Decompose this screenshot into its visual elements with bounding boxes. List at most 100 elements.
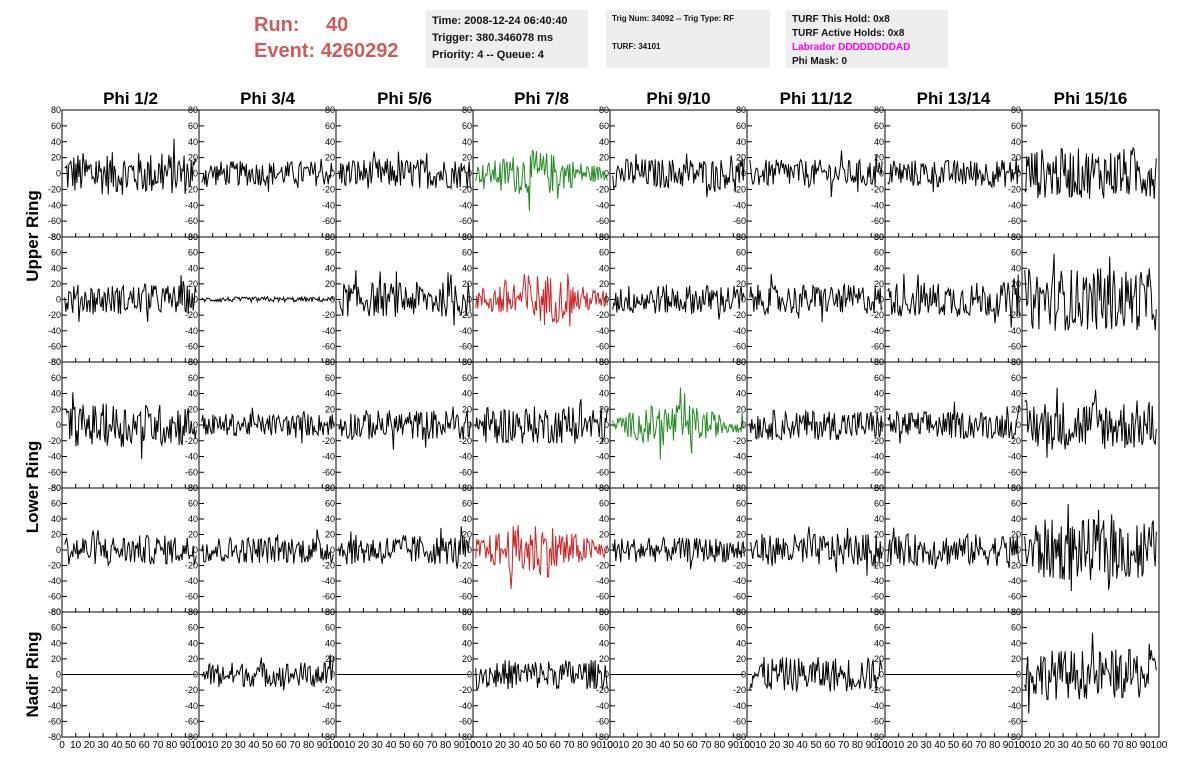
y-tick-label: 40 — [736, 137, 746, 147]
x-tick-label: 10 — [618, 740, 630, 751]
time-line: Time: 2008-12-24 06:40:40 — [432, 15, 568, 27]
x-tick-label: 10 — [344, 740, 356, 751]
y-tick-label: 20 — [736, 404, 746, 414]
y-tick-label: 60 — [1011, 373, 1021, 383]
waveform-trace — [201, 158, 334, 192]
waveform-trace — [475, 149, 608, 212]
y-tick-label: -40 — [185, 576, 198, 586]
x-tick-label: 80 — [714, 740, 726, 751]
y-tick-label: 0 — [741, 169, 746, 179]
y-tick-label: 60 — [736, 373, 746, 383]
x-tick-label: 80 — [166, 740, 178, 751]
y-tick-label: -20 — [322, 184, 335, 194]
y-tick-label: 40 — [599, 638, 609, 648]
waveform-trace — [749, 409, 883, 441]
x-tick-label: 90 — [454, 740, 466, 751]
waveform-trace — [887, 401, 1020, 444]
y-tick-label: 0 — [193, 545, 198, 555]
y-tick-label: 0 — [56, 670, 61, 680]
y-tick-label: 40 — [599, 263, 609, 273]
x-tick-label: 40 — [934, 740, 946, 751]
x-tick-label: 100 — [1014, 740, 1031, 751]
y-tick-label: 80 — [736, 105, 746, 115]
y-tick-label: 0 — [1016, 169, 1021, 179]
x-tick-label: 70 — [426, 740, 438, 751]
y-tick-label: -40 — [322, 200, 335, 210]
y-tick-label: -80 — [185, 732, 198, 742]
waveform-trace — [1024, 146, 1157, 199]
y-tick-label: -40 — [459, 452, 472, 462]
y-tick-label: 80 — [599, 483, 609, 493]
panel-frame — [1021, 236, 1160, 363]
turf-active-line: TURF Active Holds: 0x8 — [792, 28, 905, 39]
y-tick-label: 20 — [462, 530, 472, 540]
waveform-trace — [612, 284, 745, 320]
y-tick-label: -40 — [1008, 576, 1021, 586]
x-tick-label: 0 — [59, 740, 65, 751]
column-title: Phi 9/10 — [646, 89, 710, 108]
y-tick-label: 40 — [736, 514, 746, 524]
y-tick-label: -60 — [596, 341, 609, 351]
x-tick-label: 10 — [1030, 740, 1042, 751]
waveform-trace — [1024, 253, 1157, 331]
y-tick-label: 60 — [51, 623, 61, 633]
x-tick-label: 90 — [728, 740, 740, 751]
y-tick-label: 40 — [1011, 263, 1021, 273]
y-tick-label: 80 — [736, 483, 746, 493]
y-tick-label: -40 — [48, 452, 61, 462]
phi-mask-line: Phi Mask: 0 — [792, 56, 848, 67]
y-tick-label: 0 — [330, 670, 335, 680]
x-tick-label: 40 — [659, 740, 671, 751]
y-tick-label: -20 — [322, 561, 335, 571]
y-tick-label: -40 — [871, 701, 884, 711]
y-tick-label: 40 — [462, 638, 472, 648]
y-tick-label: -20 — [1008, 685, 1021, 695]
y-tick-label: 0 — [56, 169, 61, 179]
y-tick-label: -40 — [871, 326, 884, 336]
waveform-trace — [612, 387, 745, 460]
y-tick-label: -60 — [459, 467, 472, 477]
y-tick-label: 20 — [51, 279, 61, 289]
y-tick-label: -80 — [48, 732, 61, 742]
x-tick-label: 90 — [317, 740, 329, 751]
y-tick-label: -20 — [733, 184, 746, 194]
y-tick-label: 0 — [467, 670, 472, 680]
y-tick-label: 40 — [51, 389, 61, 399]
y-tick-label: -60 — [596, 716, 609, 726]
turf-info-box: TURF This Hold: 0x8 TURF Active Holds: 0… — [786, 10, 948, 68]
y-tick-label: -40 — [596, 326, 609, 336]
y-tick-label: -60 — [871, 216, 884, 226]
y-tick-label: -60 — [48, 216, 61, 226]
y-tick-label: 20 — [736, 153, 746, 163]
y-tick-label: -20 — [733, 685, 746, 695]
y-tick-label: 40 — [736, 389, 746, 399]
y-tick-label: -40 — [871, 200, 884, 210]
y-tick-label: -40 — [871, 452, 884, 462]
y-tick-label: -20 — [185, 184, 198, 194]
y-tick-label: 60 — [1011, 499, 1021, 509]
x-tick-label: 30 — [921, 740, 933, 751]
y-tick-label: 80 — [599, 607, 609, 617]
waveform-trace — [338, 406, 471, 450]
x-tick-label: 40 — [1071, 740, 1083, 751]
y-tick-label: 40 — [874, 263, 884, 273]
x-tick-label: 30 — [646, 740, 658, 751]
x-tick-label: 0 — [882, 740, 888, 751]
x-tick-label: 30 — [235, 740, 247, 751]
y-tick-label: 80 — [874, 232, 884, 242]
y-tick-label: 80 — [599, 357, 609, 367]
x-tick-label: 100 — [602, 740, 619, 751]
y-tick-label: 20 — [874, 530, 884, 540]
y-tick-label: -20 — [322, 436, 335, 446]
y-tick-label: 80 — [462, 357, 472, 367]
y-tick-label: 0 — [604, 420, 609, 430]
y-tick-label: -20 — [733, 436, 746, 446]
y-tick-label: 0 — [879, 295, 884, 305]
y-tick-label: 40 — [1011, 514, 1021, 524]
y-tick-label: 80 — [1011, 483, 1021, 493]
waveform-trace — [749, 526, 883, 576]
y-tick-label: 20 — [1011, 153, 1021, 163]
y-tick-label: 80 — [1011, 607, 1021, 617]
y-tick-label: -20 — [459, 685, 472, 695]
y-tick-label: -60 — [733, 716, 746, 726]
